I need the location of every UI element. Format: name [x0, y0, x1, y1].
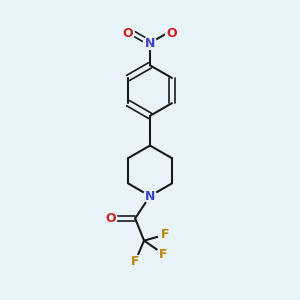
- Text: N: N: [145, 37, 155, 50]
- Circle shape: [143, 37, 157, 50]
- Circle shape: [122, 27, 134, 40]
- Text: F: F: [159, 248, 168, 260]
- Circle shape: [129, 255, 142, 268]
- Text: N: N: [145, 190, 155, 202]
- Circle shape: [157, 248, 170, 261]
- Text: O: O: [167, 27, 177, 40]
- Text: F: F: [160, 228, 169, 241]
- Circle shape: [143, 190, 157, 202]
- Circle shape: [166, 27, 178, 40]
- Circle shape: [158, 228, 171, 241]
- Text: F: F: [131, 255, 140, 268]
- Text: O: O: [105, 212, 116, 225]
- Circle shape: [104, 212, 117, 225]
- Text: O: O: [123, 27, 133, 40]
